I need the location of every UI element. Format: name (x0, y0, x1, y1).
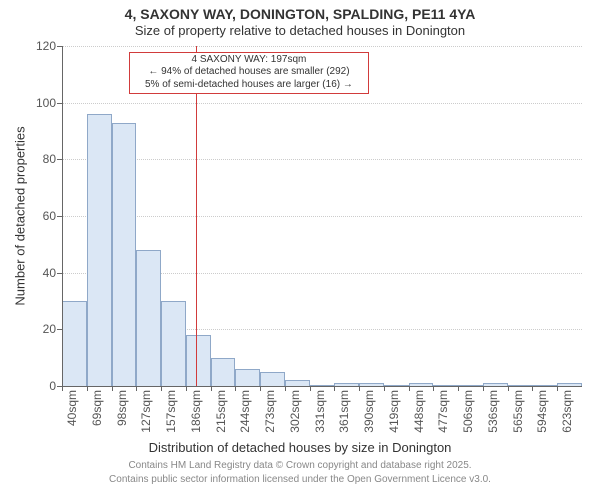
histogram-bar (260, 372, 285, 386)
histogram-bar (62, 301, 87, 386)
x-tick-label: 157sqm (164, 390, 178, 433)
plot-area: 02040608010012040sqm69sqm98sqm127sqm157s… (62, 46, 582, 386)
x-tick-label: 127sqm (139, 390, 153, 433)
x-tick-label: 477sqm (436, 390, 450, 433)
y-tick-label: 0 (49, 379, 62, 393)
histogram-bar (87, 114, 112, 386)
x-axis-label: Distribution of detached houses by size … (149, 440, 452, 455)
x-tick-label: 40sqm (65, 390, 79, 426)
y-tick-label: 60 (43, 209, 62, 223)
x-tick-label: 536sqm (486, 390, 500, 433)
y-tick-label: 100 (36, 96, 62, 110)
histogram-bar (161, 301, 186, 386)
chart-title-main: 4, SAXONY WAY, DONINGTON, SPALDING, PE11… (0, 0, 600, 23)
histogram-bar (136, 250, 161, 386)
annotation-box: 4 SAXONY WAY: 197sqm← 94% of detached ho… (129, 52, 369, 95)
grid-line (62, 159, 582, 160)
footer-line-2: Contains public sector information licen… (109, 474, 491, 485)
y-tick-label: 80 (43, 152, 62, 166)
x-tick-label: 331sqm (313, 390, 327, 433)
x-tick-label: 98sqm (115, 390, 129, 426)
chart-container: 4, SAXONY WAY, DONINGTON, SPALDING, PE11… (0, 0, 600, 500)
x-tick-label: 565sqm (511, 390, 525, 433)
chart-title-sub: Size of property relative to detached ho… (0, 23, 600, 39)
x-axis-line (62, 386, 582, 387)
y-axis-label: Number of detached properties (13, 126, 28, 305)
y-axis-line (62, 46, 63, 386)
grid-line (62, 216, 582, 217)
x-tick-label: 69sqm (90, 390, 104, 426)
x-tick-label: 390sqm (362, 390, 376, 433)
reference-marker-line (196, 46, 197, 386)
x-tick-label: 623sqm (560, 390, 574, 433)
annotation-line: 5% of semi-detached houses are larger (1… (132, 79, 366, 92)
footer-line-1: Contains HM Land Registry data © Crown c… (128, 460, 471, 471)
x-tick-label: 448sqm (412, 390, 426, 433)
x-tick-label: 594sqm (535, 390, 549, 433)
x-tick-label: 215sqm (214, 390, 228, 433)
y-tick-label: 20 (43, 322, 62, 336)
x-tick-label: 186sqm (189, 390, 203, 433)
y-tick-label: 120 (36, 39, 62, 53)
grid-line (62, 46, 582, 47)
x-tick-label: 244sqm (238, 390, 252, 433)
x-tick-label: 419sqm (387, 390, 401, 433)
histogram-bar (211, 358, 236, 386)
histogram-bar (186, 335, 211, 386)
x-tick-label: 506sqm (461, 390, 475, 433)
x-tick-label: 361sqm (337, 390, 351, 433)
x-tick-label: 273sqm (263, 390, 277, 433)
histogram-bar (235, 369, 260, 386)
grid-line (62, 103, 582, 104)
x-tick-label: 302sqm (288, 390, 302, 433)
annotation-line: 4 SAXONY WAY: 197sqm (132, 54, 366, 67)
y-tick-label: 40 (43, 266, 62, 280)
annotation-line: ← 94% of detached houses are smaller (29… (132, 66, 366, 79)
histogram-bar (112, 123, 137, 387)
